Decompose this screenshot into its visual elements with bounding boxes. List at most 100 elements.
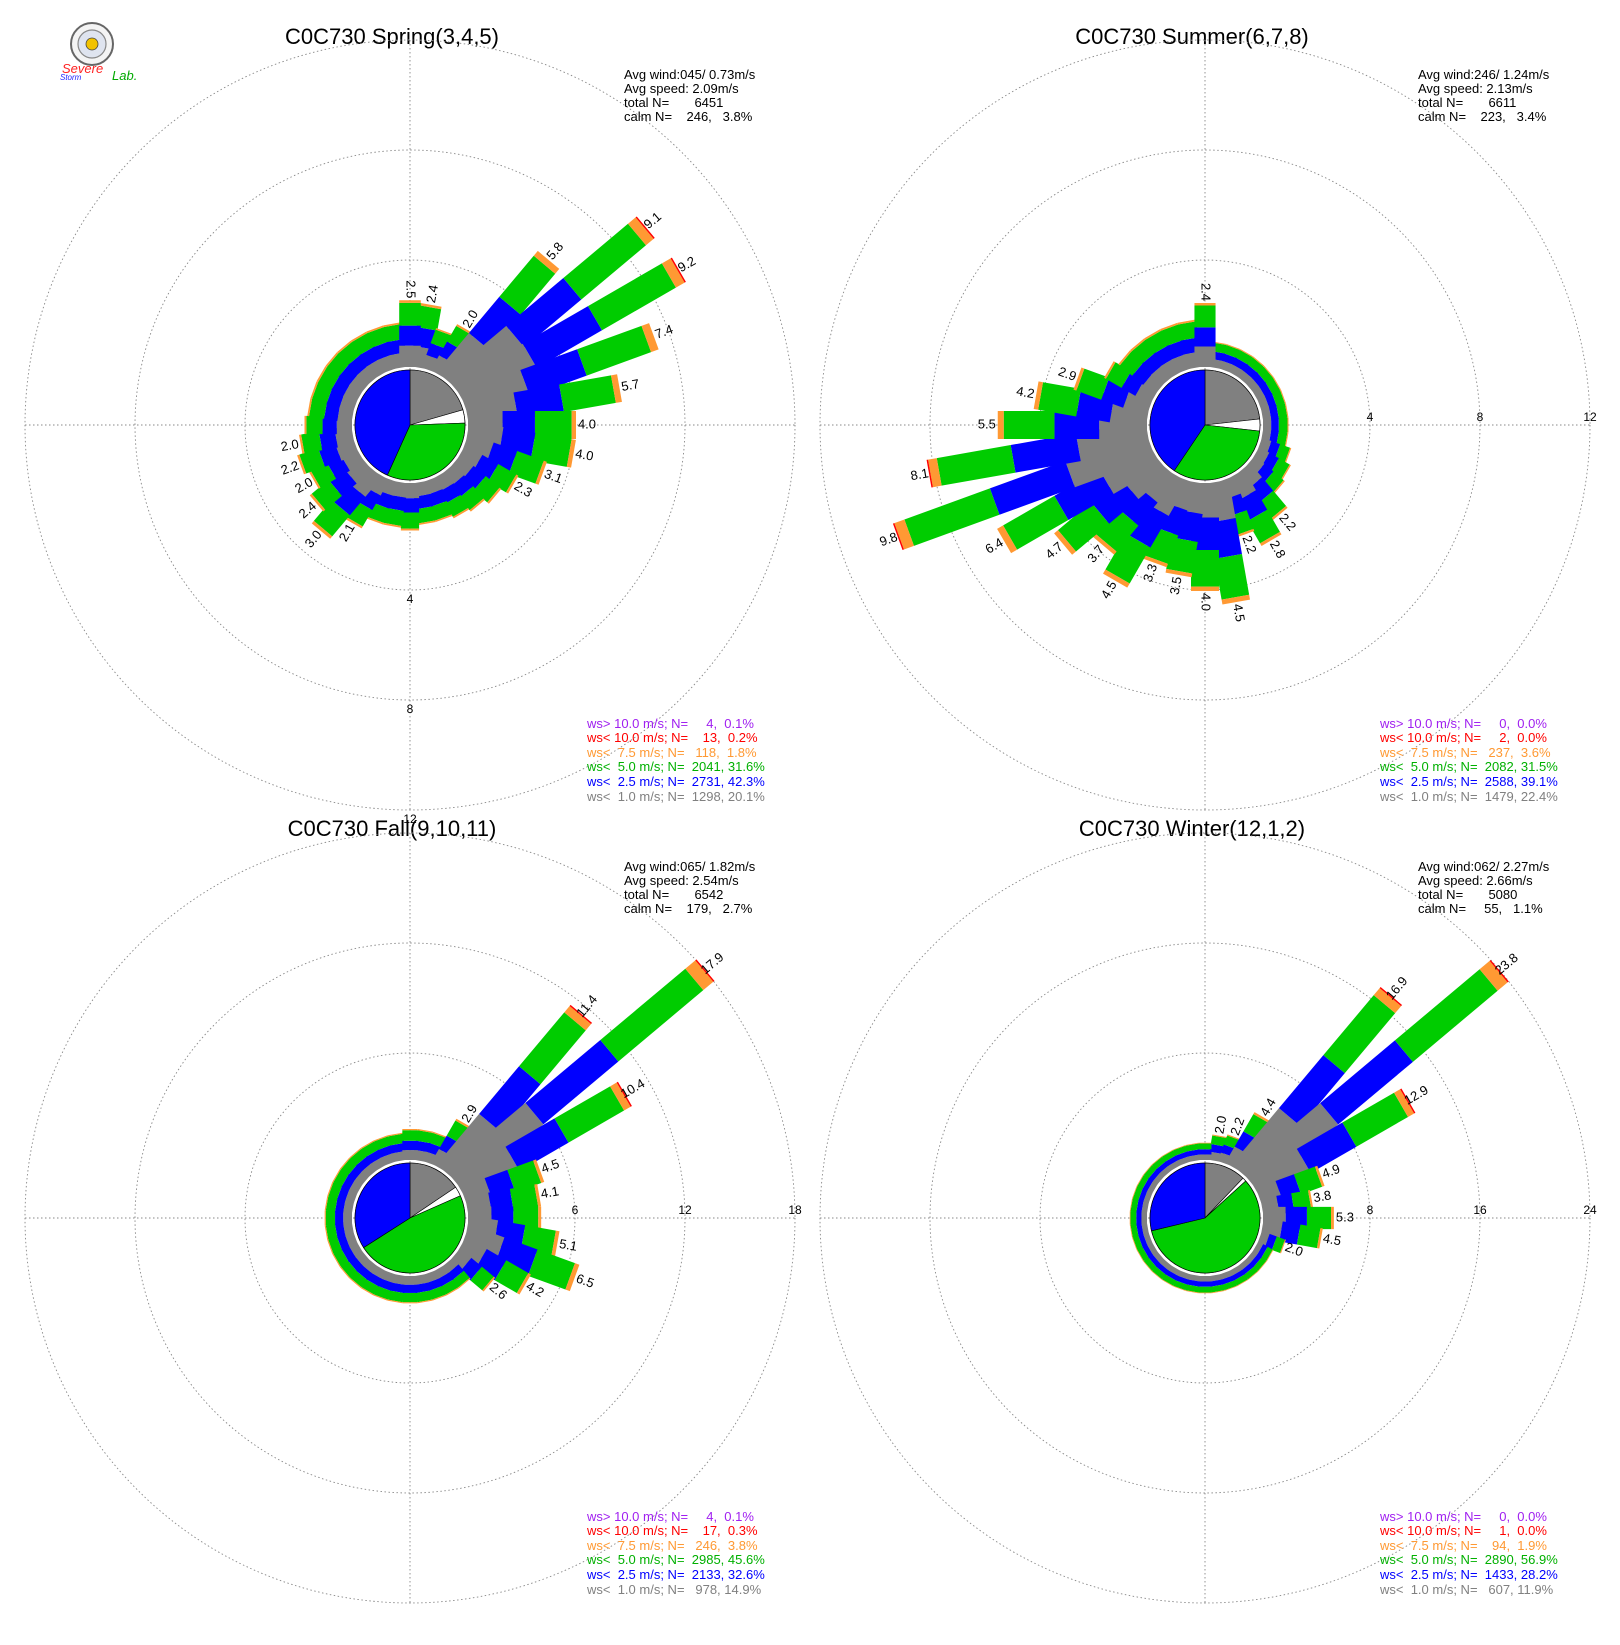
pie-slice-ws-lt-1-0 <box>1204 369 1260 426</box>
bar-segment-ws-lt-2-5 <box>1209 1279 1224 1287</box>
bar-segment-ws-lt-7-5 <box>327 1181 334 1197</box>
bar-segment-ws-lt-5-0 <box>328 1182 343 1200</box>
bar-segment-ws-lt-5-0 <box>600 968 704 1062</box>
grid-ring-label: 6 <box>572 1203 579 1217</box>
bar-segment-ws-lt-5-0 <box>1137 1175 1149 1190</box>
bar-segment-ws-lt-7-5 <box>344 516 363 529</box>
bar-segment-ws-lt-7-5 <box>1287 417 1289 433</box>
bar-segment-ws-lt-5-0 <box>1161 324 1184 346</box>
direction-bar-240 <box>997 441 1162 554</box>
bar-segment-ws-lt-2-5 <box>468 296 521 351</box>
bar-segment-ws-lt-7-5 <box>1260 531 1282 546</box>
bar-value-label: 3.3 <box>1140 562 1160 584</box>
bar-segment-ws-lt-1-0 <box>1143 1231 1153 1246</box>
bar-segment-ws-lt-7-5 <box>997 525 1018 554</box>
bar-segment-ws-lt-5-0 <box>1276 403 1288 420</box>
bar-segment-ws-lt-7-5 <box>1130 338 1146 352</box>
bar-segment-ws-lt-2-5 <box>1198 1149 1212 1155</box>
bar-segment-ws-lt-5-0 <box>1394 969 1498 1062</box>
legend-ws-lt-2-5: ws< 2.5 m/s; N= 2731, 42.3% <box>586 774 765 789</box>
panel-title: C0C730 Summer(6,7,8) <box>1075 24 1309 49</box>
bar-segment-ws-lt-7-5 <box>1185 1290 1199 1294</box>
bar-segment-ws-lt-7-5 <box>564 1006 592 1031</box>
legend-ws-lt-5: ws< 5.0 m/s; N= 2041, 31.6% <box>586 759 765 774</box>
direction-bar-300 <box>1136 1174 1159 1195</box>
bar-segment-ws-lt-7-5 <box>1129 1198 1133 1212</box>
grid-ring-label: 8 <box>1367 1203 1374 1217</box>
bar-segment-ws-lt-2-5 <box>425 1278 443 1291</box>
legend-ws-lt-5: ws< 5.0 m/s; N= 2985, 45.6% <box>586 1552 765 1567</box>
bar-segment-ws-lt-2-5 <box>1010 433 1081 473</box>
bar-value-label: 4.1 <box>540 1183 560 1201</box>
speed-legend: ws> 10.0 m/s; N= 4, 0.1% ws< 10.0 m/s; N… <box>586 716 765 804</box>
bar-segment-ws-lt-5-0 <box>402 1292 418 1303</box>
bar-segment-ws-lt-5-0 <box>1198 1286 1212 1293</box>
bar-segment-ws-lt-5-0 <box>361 1141 379 1157</box>
pie-slice-ws-lt-2-5 <box>354 1162 411 1248</box>
bar-segment-ws-lt-5-0 <box>494 1260 529 1293</box>
stats-total-n: total N= 6451 <box>624 95 723 110</box>
bar-value-label: 2.4 <box>423 284 441 304</box>
bar-segment-ws-lt-5-0 <box>554 1086 625 1143</box>
stats-block: Avg wind:045/ 0.73m/s Avg speed: 2.09m/s… <box>624 67 756 124</box>
bar-segment-ws-lt-5-0 <box>530 432 572 467</box>
direction-bar-40 <box>1231 986 1403 1183</box>
bar-segment-ws-lt-7-5 <box>1280 1239 1286 1254</box>
bar-segment-ws-lt-7-5 <box>1224 1285 1237 1291</box>
direction-bar-280 <box>307 398 355 424</box>
bar-segment-ws-lt-5-0 <box>328 1236 343 1254</box>
stats-block: Avg wind:246/ 1.24m/s Avg speed: 2.13m/s… <box>1418 67 1550 124</box>
bar-segment-ws-lt-5-0 <box>445 494 469 517</box>
bar-segment-ws-lt-7-5 <box>311 520 333 539</box>
bar-segment-ws-lt-2-5 <box>1054 469 1114 521</box>
bar-value-label: 10.4 <box>618 1075 647 1101</box>
bar-segment-ws-lt-5-0 <box>1306 1206 1332 1230</box>
bar-segment-ws-lt-7-5 <box>533 250 560 274</box>
bar-value-label: 5.1 <box>558 1236 578 1254</box>
bar-segment-ws-lt-1-0 <box>346 461 382 497</box>
bar-segment-ws-lt-7-5 <box>399 300 421 303</box>
bar-segment-ws-lt-5-0 <box>499 255 556 315</box>
bar-segment-ws-lt-7-5 <box>661 258 685 288</box>
pie-slice-ws-lt-1-0 <box>409 1162 457 1219</box>
bar-segment-ws-lt-10-0 <box>926 459 933 488</box>
direction-bar-50 <box>445 959 715 1192</box>
bar-segment-ws-lt-7-5 <box>1136 1249 1144 1262</box>
bar-segment-ws-lt-7-5 <box>383 322 402 328</box>
bar-segment-ws-lt-7-5 <box>641 323 659 353</box>
bar-segment-ws-lt-2-5 <box>1126 501 1169 548</box>
pie-slice-ws-lt-2-5 <box>1149 369 1206 472</box>
bar-value-label: 7.4 <box>653 321 675 341</box>
bar-segment-ws-lt-5-0 <box>325 1210 336 1226</box>
bar-segment-ws-lt-7-5 <box>533 1159 545 1183</box>
bar-segment-ws-lt-7-5 <box>1143 1260 1153 1272</box>
stats-block: Avg wind:065/ 1.82m/s Avg speed: 2.54m/s… <box>624 859 756 916</box>
bar-segment-ws-lt-2-5 <box>335 1210 344 1226</box>
bar-segment-ws-lt-7-5 <box>1173 1285 1186 1291</box>
bar-segment-ws-lt-5-0 <box>1247 509 1280 544</box>
legend-ws-lt-5: ws< 5.0 m/s; N= 2890, 56.9% <box>1379 1552 1558 1567</box>
bar-segment-ws-lt-7-5 <box>1118 350 1132 366</box>
bar-segment-ws-lt-7-5 <box>1284 447 1292 463</box>
bar-segment-ws-lt-1-0 <box>1177 1156 1192 1166</box>
direction-bar-260 <box>926 421 1151 488</box>
bar-segment-ws-lt-10-0 <box>1489 959 1509 983</box>
bar-segment-ws-lt-7-5 <box>1136 1174 1144 1187</box>
bar-segment-ws-lt-2-5 <box>1220 1275 1235 1285</box>
legend-ws-lt-2-5: ws< 2.5 m/s; N= 2588, 39.1% <box>1379 774 1558 789</box>
bar-segment-ws-lt-7-5 <box>349 1277 362 1289</box>
bar-segment-ws-lt-1-0 <box>1187 1273 1202 1282</box>
bar-segment-ws-lt-5-0 <box>563 223 646 300</box>
bar-segment-ws-lt-5-0 <box>374 1136 392 1151</box>
bar-segment-ws-lt-5-0 <box>313 499 350 537</box>
bar-segment-ws-lt-5-0 <box>361 1279 379 1295</box>
bar-segment-ws-lt-2-5 <box>1264 393 1277 410</box>
bar-segment-ws-lt-5-0 <box>1210 1135 1227 1147</box>
panel-title: C0C730 Winter(12,1,2) <box>1079 816 1305 841</box>
bar-segment-ws-lt-5-0 <box>374 1285 392 1300</box>
bar-segment-ws-lt-2-5 <box>1264 1233 1277 1250</box>
bar-segment-ws-lt-7-5 <box>1132 1237 1138 1250</box>
legend-ws-lt-5: ws< 5.0 m/s; N= 2082, 31.5% <box>1379 759 1558 774</box>
bar-segment-ws-lt-2-5 <box>1136 1199 1144 1214</box>
bar-segment-ws-lt-7-5 <box>400 528 420 531</box>
